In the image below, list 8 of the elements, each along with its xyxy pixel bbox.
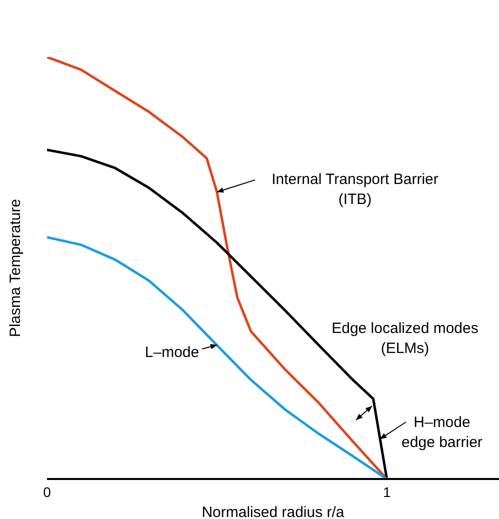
annotation: L–mode	[144, 344, 200, 361]
x-tick-label: 0	[43, 484, 52, 500]
annotation: Edge localized modes (ELMs)	[332, 320, 478, 357]
annotation: Internal Transport Barrier (ITB)	[272, 171, 438, 208]
x-tick-label: 1	[382, 484, 391, 500]
annotation: H–mode edge barrier	[402, 414, 482, 451]
y-axis-title: Plasma Temperature	[7, 198, 24, 338]
x-axis-title: Normalised radius r/a	[202, 504, 345, 519]
